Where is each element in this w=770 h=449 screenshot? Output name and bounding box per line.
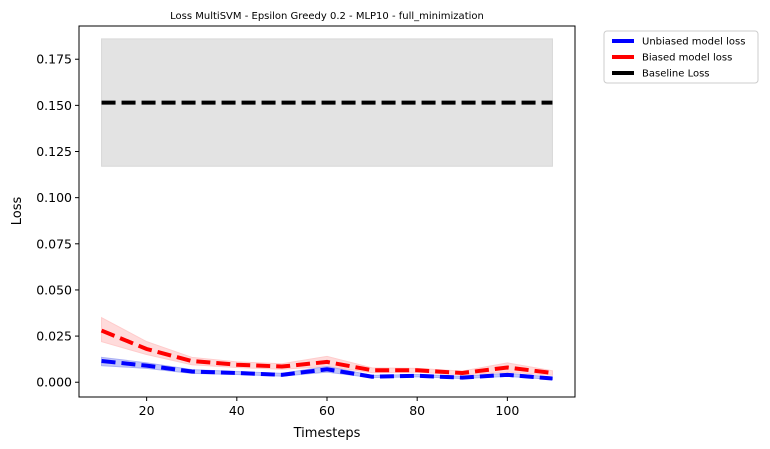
y-tick-label-5: 0.125 [36,144,72,159]
x-tick-label-4: 100 [495,403,519,418]
y-tick-label-6: 0.150 [36,98,72,113]
line-series-0 [101,359,553,381]
x-tick-label-2: 60 [319,403,335,418]
legend: Unbiased model loss Biased model loss Base… [603,30,759,84]
legend-label-0: Unbiased model loss [642,37,745,48]
x-axis-title: Timesteps [293,426,361,441]
y-tick-label-4: 0.100 [36,190,72,205]
y-axis-title: Loss [10,197,25,226]
legend-label-2: Baseline Loss [642,69,710,80]
plot-area [100,38,553,381]
chart-title: Loss MultiSVM - Epsilon Greedy 0.2 - MLP… [170,11,484,22]
line-series-1 [100,328,553,376]
y-tick-label-1: 0.025 [36,329,72,344]
y-tick-label-3: 0.075 [36,236,72,251]
legend-frame [603,30,759,84]
x-tick-label-3: 80 [409,403,425,418]
x-tick-label-1: 40 [229,403,245,418]
y-tick-label-0: 0.000 [36,375,72,390]
y-tick-label-2: 0.050 [36,282,72,297]
legend-label-1: Biased model loss [642,53,732,64]
x-tick-label-0: 20 [139,403,155,418]
band-series-1 [101,316,553,376]
y-tick-label-7: 0.175 [36,52,72,67]
axis-ticks: 20 40 60 80 100 0.000 0.025 0.050 0.075 0.100 0.12… [36,52,519,418]
